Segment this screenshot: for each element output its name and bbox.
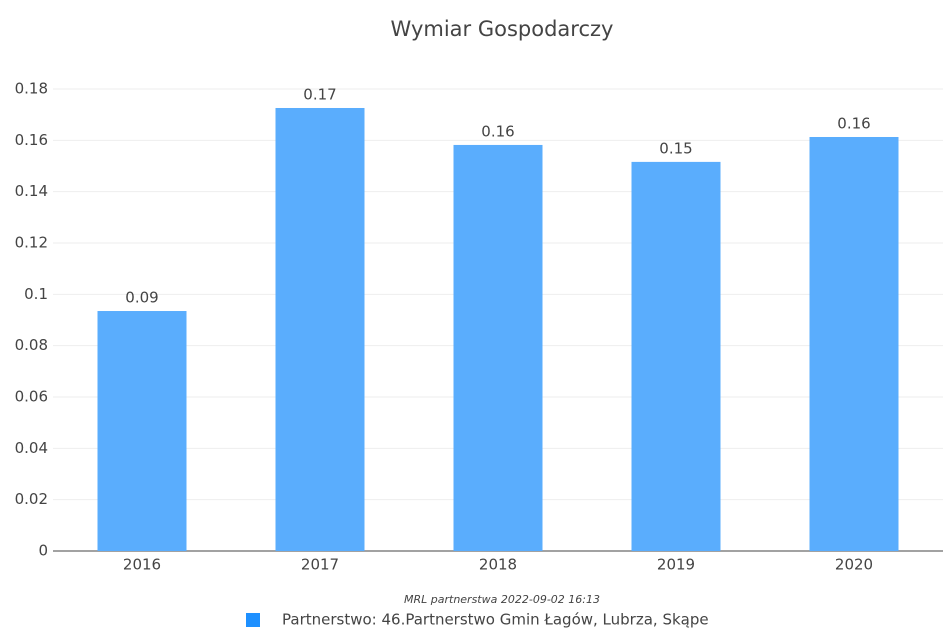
y-tick-label: 0.08 (15, 336, 48, 354)
bar (275, 107, 365, 551)
value-label: 0.17 (303, 85, 336, 103)
x-tick-label: 2019 (657, 556, 695, 574)
legend-label: Partnerstwo: 46.Partnerstwo Gmin Łagów, … (282, 611, 709, 628)
y-tick-label: 0.18 (15, 80, 48, 98)
y-tick-label: 0.04 (15, 439, 48, 457)
value-label: 0.09 (125, 289, 158, 307)
value-label: 0.16 (481, 122, 514, 140)
y-tick-label: 0.1 (24, 285, 48, 303)
annotation: MRL partnerstwa 2022-09-02 16:13 (404, 593, 600, 606)
y-tick-label: 0.14 (15, 182, 48, 200)
x-tick-label: 2016 (123, 556, 161, 574)
y-tick-label: 0.16 (15, 131, 48, 149)
bar (97, 311, 187, 551)
value-label: 0.15 (659, 139, 692, 157)
bar (809, 136, 899, 551)
y-tick-label: 0 (38, 542, 48, 560)
x-tick-label: 2020 (835, 556, 873, 574)
y-tick-label: 0.02 (15, 490, 48, 508)
value-label: 0.16 (837, 114, 870, 132)
y-tick-label: 0.12 (15, 234, 48, 252)
bar (631, 161, 721, 552)
x-tick-label: 2018 (479, 556, 517, 574)
y-tick-label: 0.06 (15, 388, 48, 406)
legend-swatch (246, 613, 260, 627)
chart-title: Wymiar Gospodarczy (391, 17, 614, 41)
bar (453, 144, 543, 551)
x-tick-label: 2017 (301, 556, 339, 574)
